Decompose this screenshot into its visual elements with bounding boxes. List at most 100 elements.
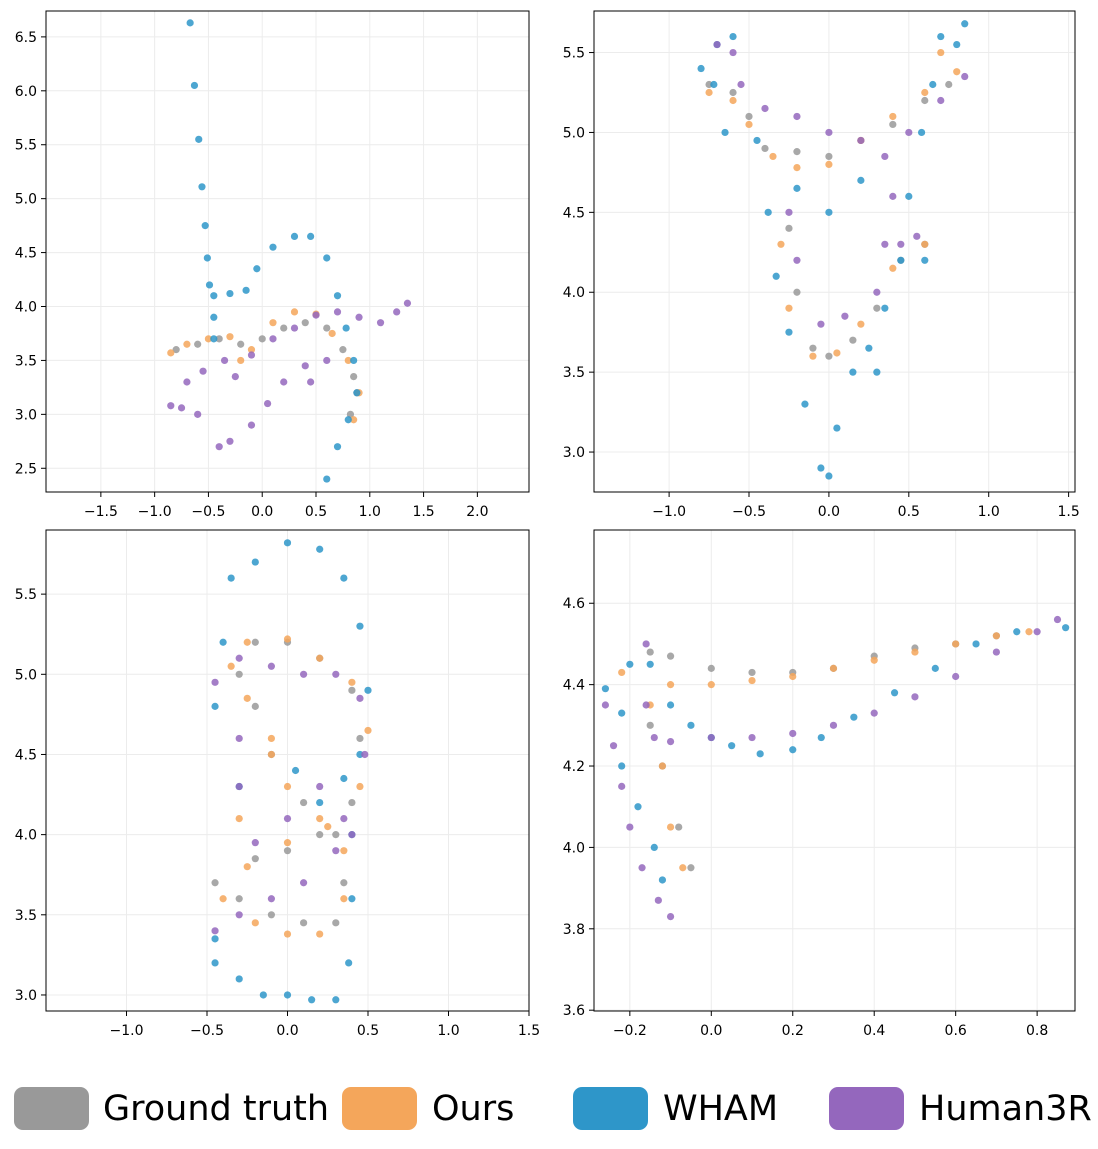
point [300,879,308,887]
point [316,831,324,839]
point [283,847,292,855]
point [340,879,348,887]
point [889,112,897,121]
point [167,402,175,410]
point [167,349,175,357]
point [210,313,218,321]
panel: −0.2 0.0 0.2 0.4 0.6 0.8 3.6 3.8 4.0 4.2 4.4 4.6 [563,529,1076,1039]
legend-swatch [573,1087,648,1130]
x-tick-label: 0.0 [251,504,273,520]
point [992,648,1000,656]
y-tick-label: 5.5 [15,138,37,154]
point [801,400,809,408]
point [316,782,324,791]
point [211,927,219,935]
point [307,232,315,241]
point [873,368,881,376]
point [243,694,251,702]
point [323,356,331,365]
point [817,464,825,472]
y-tick-label: 3.0 [15,407,37,423]
point [658,762,667,770]
point [793,148,801,156]
panel: −1.0 −0.5 0.0 0.5 1.0 1.5 3.0 3.5 4.0 4.5 5.0 5.5 [15,529,540,1039]
point [235,654,243,662]
point [316,798,324,807]
point [194,410,202,418]
point [316,930,324,938]
point [729,96,737,105]
legend-label: Ground truth [103,1089,329,1129]
point [300,670,308,678]
point [873,288,881,296]
point [881,304,889,312]
x-tick-label: 1.0 [978,504,1000,520]
point [235,734,243,743]
y-tick-label: 4.2 [563,759,585,775]
point [748,676,756,685]
y-tick-label: 4.5 [15,747,37,763]
point [809,352,817,360]
point [953,68,961,76]
point [356,782,364,791]
axes-frame [593,529,1076,1012]
point [929,80,937,89]
point [183,340,191,348]
point [865,344,873,352]
y-tick-label: 3.6 [563,1003,585,1019]
point [361,750,369,759]
point [259,991,267,999]
point [346,410,355,418]
point [618,762,626,770]
legend-label: WHAM [663,1089,778,1129]
point [961,72,969,81]
point [913,232,921,240]
point [921,96,929,105]
point [646,660,654,668]
point [194,340,202,348]
y-tick-label: 5.0 [563,125,585,141]
point [220,356,229,365]
x-tick-label: 0.8 [1026,1023,1048,1039]
point [745,112,753,121]
point [761,144,769,153]
y-tick-label: 4.4 [563,678,585,694]
y-tick-label: 5.0 [15,667,37,683]
point [945,80,953,89]
point [308,996,316,1004]
point [227,574,235,582]
point [219,895,227,903]
point [235,895,243,903]
point [850,713,858,721]
point [707,664,715,672]
point [323,254,331,262]
point [609,742,618,750]
axes-frame [593,10,1076,493]
point [283,539,292,547]
legend: Ground truth Ours WHAM Human3R [14,1087,1092,1130]
point [825,208,833,216]
point [364,726,372,735]
point [937,96,945,105]
point [921,256,929,264]
point [646,648,654,656]
y-tick-label: 2.5 [15,461,37,477]
x-tick-label: −1.5 [84,504,118,520]
point [921,88,929,97]
x-tick-label: 2.0 [466,504,488,520]
point [269,243,277,251]
point [237,340,245,348]
point [889,192,897,200]
point [817,733,825,742]
point [301,319,309,327]
point [251,919,259,927]
point [251,702,259,710]
point [769,152,777,161]
point [283,839,292,847]
point [789,746,797,754]
point [772,272,780,280]
point [809,344,817,352]
point [231,373,239,381]
point [316,654,324,662]
point [952,672,960,681]
